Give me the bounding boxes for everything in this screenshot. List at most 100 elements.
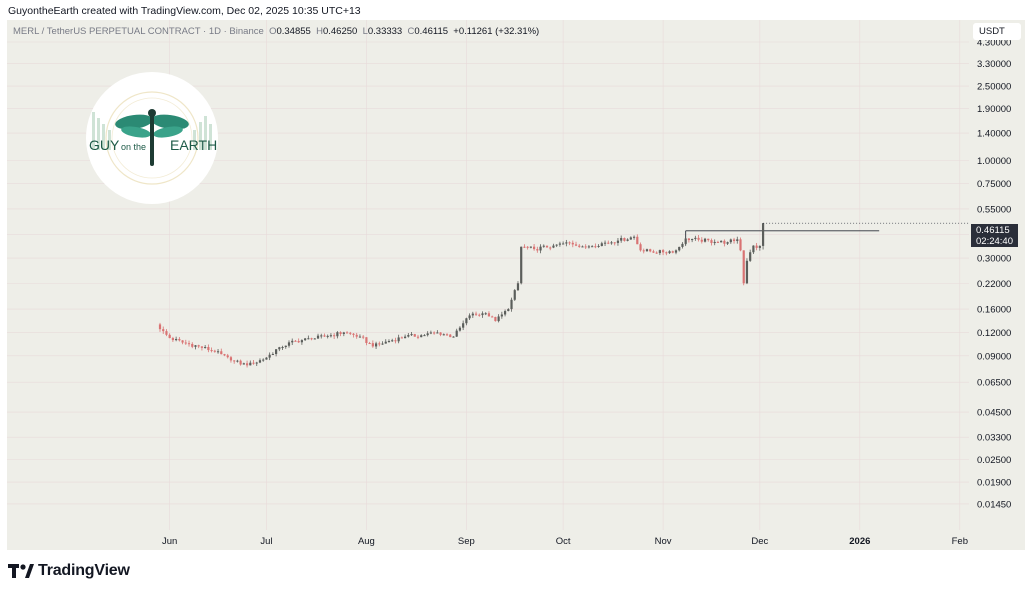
candle-body	[387, 340, 391, 342]
last-price: 0.46115	[976, 225, 1010, 236]
candle-body	[220, 351, 223, 355]
candle-body	[468, 315, 471, 319]
candle	[552, 243, 555, 249]
candle	[400, 336, 403, 339]
candle	[639, 242, 642, 252]
x-tick-label: Oct	[556, 536, 571, 547]
candle	[674, 249, 678, 255]
candle	[423, 334, 426, 337]
candle	[610, 241, 613, 245]
candle-body	[439, 332, 442, 335]
candle-body	[229, 357, 233, 361]
candle-body	[175, 338, 178, 341]
candle	[726, 241, 729, 245]
candle-body	[307, 338, 310, 340]
candle	[284, 345, 287, 349]
high-label: H	[316, 26, 323, 37]
candle-body	[378, 343, 381, 345]
candle	[158, 322, 162, 332]
candle-body	[684, 238, 687, 244]
candle-body	[691, 238, 694, 241]
candle-body	[352, 333, 355, 335]
candle	[526, 246, 529, 250]
bar-countdown: 02:24:40	[976, 236, 1013, 247]
candle-body	[755, 245, 758, 248]
tradingview-brand[interactable]: TradingView	[8, 562, 130, 580]
candle	[468, 313, 471, 320]
candle-body	[445, 334, 449, 336]
x-tick-label: Dec	[751, 536, 768, 547]
candle	[516, 281, 520, 291]
candle	[723, 239, 726, 247]
candle	[752, 245, 755, 254]
candle-body	[616, 240, 620, 243]
candle-body	[362, 336, 365, 338]
tradingview-logo-icon	[8, 564, 34, 578]
candle-body	[365, 337, 368, 343]
candle-body	[542, 245, 545, 247]
candle-body	[452, 336, 455, 338]
candle-body	[552, 245, 555, 248]
y-tick-label: 0.04500	[977, 408, 1011, 419]
candle-body	[397, 337, 400, 342]
candle-body	[607, 242, 610, 244]
candle-body	[213, 350, 216, 352]
candle	[574, 241, 578, 247]
candle	[210, 347, 213, 353]
candle	[655, 251, 658, 254]
candle-body	[752, 245, 755, 253]
candle-body	[236, 360, 239, 362]
candle	[755, 242, 758, 251]
candle-body	[652, 251, 655, 253]
candle	[275, 348, 278, 357]
candle	[442, 333, 445, 336]
candle-body	[649, 249, 652, 252]
candlestick-chart[interactable]: 4.30000 3.30000 2.50000 1.90000 1.40000 1.000…	[7, 20, 1025, 550]
candle-body	[513, 290, 516, 300]
candle	[175, 336, 178, 342]
y-tick-label: 2.50000	[977, 82, 1011, 93]
candle	[629, 236, 632, 240]
candle	[258, 358, 262, 364]
candle-body	[342, 332, 345, 334]
candle-body	[462, 323, 465, 328]
candle-body	[374, 343, 378, 347]
candle-body	[632, 236, 636, 238]
symbol-name: MERL / TetherUS PERPETUAL CONTRACT · 1D …	[13, 26, 264, 37]
candle	[268, 352, 271, 361]
candle	[503, 309, 507, 317]
candle-body	[736, 239, 739, 242]
y-tick-label: 0.02500	[977, 455, 1011, 466]
x-tick-label: 2026	[849, 536, 870, 547]
candle	[510, 297, 513, 312]
candle	[220, 348, 223, 355]
candle	[355, 332, 358, 339]
candle-body	[165, 331, 168, 335]
candle-body	[223, 354, 226, 356]
candle	[226, 353, 229, 359]
candle-body	[404, 336, 407, 339]
candle	[445, 333, 449, 337]
candle	[716, 240, 720, 243]
currency-button[interactable]: USDT	[973, 23, 1021, 40]
candle-body	[455, 330, 458, 337]
candle	[642, 248, 645, 254]
open-label: O	[269, 26, 277, 37]
candle-body	[578, 245, 581, 247]
chart-caption: GuyontheEarth created with TradingView.c…	[8, 5, 361, 17]
candle-body	[703, 238, 707, 242]
candle	[387, 339, 391, 343]
candle	[484, 312, 487, 316]
candle	[410, 332, 413, 337]
candle	[187, 340, 191, 347]
candle	[500, 311, 503, 319]
candle	[352, 332, 355, 338]
candle-body	[349, 332, 352, 334]
candle	[678, 246, 681, 252]
candle-body	[336, 332, 339, 337]
candle-body	[420, 335, 423, 338]
chart-pane[interactable]: 4.30000 3.30000 2.50000 1.90000 1.40000 1.000…	[7, 20, 1025, 550]
candle	[245, 360, 249, 368]
dragonfly-logo-icon: GUY on the EARTH	[88, 74, 217, 202]
candle-body	[629, 237, 632, 240]
